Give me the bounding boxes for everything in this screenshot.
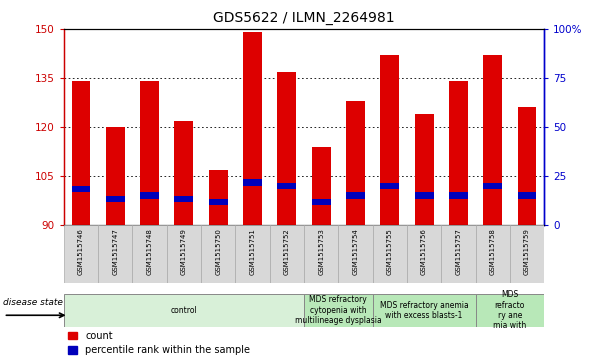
Bar (312, 147, 331, 225)
Text: GSM1515749: GSM1515749 (181, 228, 187, 275)
Bar (277, 183, 296, 189)
Text: GSM1515757: GSM1515757 (455, 228, 461, 275)
Bar (235, 225, 270, 283)
Bar (373, 294, 475, 327)
Text: MDS refractory
cytopenia with
multilineage dysplasia: MDS refractory cytopenia with multilinea… (295, 295, 382, 325)
Bar (381, 183, 399, 189)
Bar (167, 225, 201, 283)
Text: GSM1515755: GSM1515755 (387, 228, 393, 275)
Bar (415, 114, 434, 225)
Bar (407, 225, 441, 283)
Bar (475, 294, 544, 327)
Bar (277, 72, 296, 225)
Bar (475, 225, 510, 283)
Bar (510, 225, 544, 283)
Text: GSM1515753: GSM1515753 (318, 228, 324, 275)
Bar (140, 192, 159, 199)
Bar (312, 199, 331, 205)
Text: disease state: disease state (4, 298, 63, 307)
Text: GSM1515754: GSM1515754 (353, 228, 359, 275)
Text: GSM1515759: GSM1515759 (524, 228, 530, 275)
Bar (64, 225, 98, 283)
Bar (243, 179, 262, 186)
Bar (201, 225, 235, 283)
Bar (346, 192, 365, 199)
Bar (483, 183, 502, 189)
Bar (174, 196, 193, 202)
Bar (64, 294, 304, 327)
Bar (449, 81, 468, 225)
Bar (373, 225, 407, 283)
Bar (133, 225, 167, 283)
Text: control: control (171, 306, 197, 315)
Bar (72, 81, 91, 225)
Text: GSM1515756: GSM1515756 (421, 228, 427, 275)
Bar (174, 121, 193, 225)
Bar (338, 225, 373, 283)
Bar (483, 55, 502, 225)
Text: GSM1515747: GSM1515747 (112, 228, 119, 275)
Bar (441, 225, 475, 283)
Legend: count, percentile rank within the sample: count, percentile rank within the sample (64, 327, 254, 359)
Text: MDS refractory anemia
with excess blasts-1: MDS refractory anemia with excess blasts… (380, 301, 468, 320)
Bar (243, 32, 262, 225)
Bar (415, 192, 434, 199)
Bar (140, 81, 159, 225)
Bar (270, 225, 304, 283)
Bar (517, 107, 536, 225)
Text: GSM1515752: GSM1515752 (284, 228, 290, 275)
Bar (209, 199, 227, 205)
Bar (517, 192, 536, 199)
Bar (98, 225, 133, 283)
Title: GDS5622 / ILMN_2264981: GDS5622 / ILMN_2264981 (213, 11, 395, 25)
Bar (106, 127, 125, 225)
Text: GSM1515746: GSM1515746 (78, 228, 84, 275)
Text: GSM1515751: GSM1515751 (249, 228, 255, 275)
Bar (209, 170, 227, 225)
Bar (346, 101, 365, 225)
Text: GSM1515758: GSM1515758 (489, 228, 496, 275)
Bar (381, 55, 399, 225)
Bar (304, 294, 373, 327)
Bar (106, 196, 125, 202)
Bar (304, 225, 338, 283)
Text: GSM1515750: GSM1515750 (215, 228, 221, 275)
Text: GSM1515748: GSM1515748 (147, 228, 153, 275)
Bar (72, 186, 91, 192)
Text: MDS
refracto
ry ane
mia with: MDS refracto ry ane mia with (493, 290, 527, 330)
Bar (449, 192, 468, 199)
